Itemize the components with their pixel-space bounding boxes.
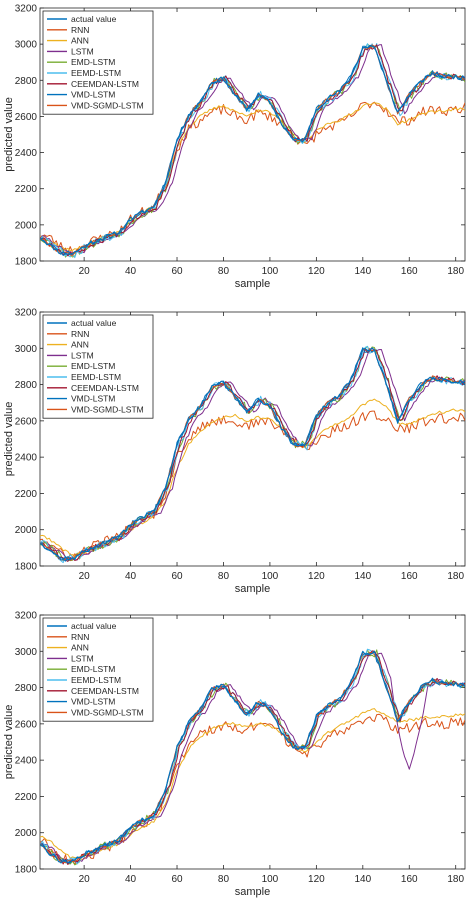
legend-entry: CEEMDAN-LSTM: [71, 79, 139, 89]
y-tick-label: 2600: [15, 112, 38, 123]
x-tick-label: 20: [79, 571, 91, 582]
y-tick-label: 1800: [15, 865, 38, 876]
y-tick-label: 3000: [15, 647, 38, 658]
x-tick-label: 140: [354, 874, 371, 885]
x-tick-label: 60: [171, 874, 183, 885]
chart-panel-3: 1800 2000 2200 2400 2600 2800 3000 3200 20 40 60 80…: [3, 611, 466, 898]
legend-entry: EEMD-LSTM: [71, 372, 121, 382]
series-line-3: [40, 708, 465, 860]
y-tick-label: 2200: [15, 792, 38, 803]
y-tick-label: 2800: [15, 683, 38, 694]
legend-entry: EMD-LSTM: [71, 57, 115, 67]
legend-entry: CEEMDAN-LSTM: [71, 383, 139, 393]
legend-entry: RNN: [71, 632, 89, 642]
legend-entry: RNN: [71, 25, 89, 35]
y-tick-label: 2200: [15, 489, 38, 500]
x-tick-label: 160: [401, 874, 418, 885]
x-tick-label: 160: [401, 266, 418, 277]
y-tick-label: 3200: [15, 308, 38, 319]
legend-entry: LSTM: [71, 350, 94, 360]
x-tick-label: 40: [125, 571, 137, 582]
y-tick-label: 2000: [15, 220, 38, 231]
x-tick-label: 120: [308, 571, 325, 582]
x-tick-label: 140: [354, 571, 371, 582]
y-axis-label: predicted value: [3, 97, 15, 172]
x-tick-label: 120: [308, 874, 325, 885]
legend-entry: LSTM: [71, 653, 94, 663]
x-tick-label: 40: [125, 874, 137, 885]
x-tick-label: 80: [218, 571, 230, 582]
legend-entry: VMD-LSTM: [71, 394, 115, 404]
y-tick-label: 2400: [15, 148, 38, 159]
y-axis-label: predicted value: [3, 402, 15, 477]
x-tick-label: 40: [125, 266, 137, 277]
x-tick-label: 60: [171, 266, 183, 277]
legend: actual valueRNNANNLSTMEMD-LSTMEEMD-LSTMC…: [42, 617, 154, 722]
y-tick-label: 1800: [15, 257, 38, 268]
legend-entry: VMD-SGMD-LSTM: [71, 707, 144, 717]
y-tick-label: 2600: [15, 719, 38, 730]
legend-entry: EEMD-LSTM: [71, 675, 121, 685]
y-tick-label: 2800: [15, 380, 38, 391]
y-tick-label: 2400: [15, 756, 38, 767]
x-tick-label: 180: [447, 571, 464, 582]
legend-entry: actual value: [71, 14, 117, 24]
x-tick-label: 120: [308, 266, 325, 277]
legend-entry: VMD-LSTM: [71, 90, 115, 100]
legend: actual valueRNNANNLSTMEMD-LSTMEEMD-LSTMC…: [42, 314, 154, 419]
y-tick-label: 3000: [15, 40, 38, 51]
legend-entry: LSTM: [71, 46, 94, 56]
y-tick-label: 1800: [15, 562, 38, 573]
x-tick-label: 80: [218, 266, 230, 277]
x-tick-label: 20: [79, 874, 91, 885]
legend-entry: actual value: [71, 318, 117, 328]
y-tick-label: 2200: [15, 184, 38, 195]
y-tick-label: 2800: [15, 76, 38, 87]
x-tick-label: 80: [218, 874, 230, 885]
legend-entry: CEEMDAN-LSTM: [71, 686, 139, 696]
y-tick-label: 3000: [15, 344, 38, 355]
legend-entry: EMD-LSTM: [71, 361, 115, 371]
legend-entry: EEMD-LSTM: [71, 68, 121, 78]
legend-entry: ANN: [71, 643, 89, 653]
y-tick-label: 3200: [15, 611, 38, 622]
chart-panel-1: 1800 2000 2200 2400 2600 2800 3000 3200 20 40 60 80…: [3, 4, 466, 290]
y-axis-label: predicted value: [3, 705, 15, 780]
series-line-1: [40, 347, 465, 561]
x-axis-label: sample: [235, 278, 270, 290]
x-axis-label: sample: [235, 583, 270, 595]
y-tick-label: 2000: [15, 828, 38, 839]
x-axis-label: sample: [235, 886, 270, 898]
legend-entry: RNN: [71, 329, 89, 339]
x-tick-label: 100: [262, 874, 279, 885]
legend-entry: ANN: [71, 340, 89, 350]
x-tick-label: 100: [262, 266, 279, 277]
chart-panel-2: 1800 2000 2200 2400 2600 2800 3000 3200 20 40 60 80…: [3, 308, 466, 595]
series-line-1: [40, 45, 465, 255]
y-tick-label: 3200: [15, 4, 38, 15]
x-tick-label: 60: [171, 571, 183, 582]
x-tick-label: 180: [447, 266, 464, 277]
series-line-7: [40, 44, 465, 257]
legend-entry: EMD-LSTM: [71, 664, 115, 674]
legend-entry: VMD-LSTM: [71, 697, 115, 707]
x-tick-label: 100: [262, 571, 279, 582]
x-tick-label: 160: [401, 571, 418, 582]
x-tick-label: 20: [79, 266, 91, 277]
y-tick-label: 2400: [15, 453, 38, 464]
y-tick-label: 2000: [15, 525, 38, 536]
series-line-1: [40, 650, 465, 864]
x-tick-label: 140: [354, 266, 371, 277]
legend-entry: VMD-SGMD-LSTM: [71, 100, 144, 110]
y-tick-label: 2600: [15, 416, 38, 427]
legend: actual valueRNNANNLSTMEMD-LSTMEEMD-LSTMC…: [42, 10, 154, 115]
series-line-2: [40, 101, 465, 254]
legend-entry: actual value: [71, 621, 117, 631]
legend-entry: ANN: [71, 36, 89, 46]
x-tick-label: 180: [447, 874, 464, 885]
legend-entry: VMD-SGMD-LSTM: [71, 404, 144, 414]
